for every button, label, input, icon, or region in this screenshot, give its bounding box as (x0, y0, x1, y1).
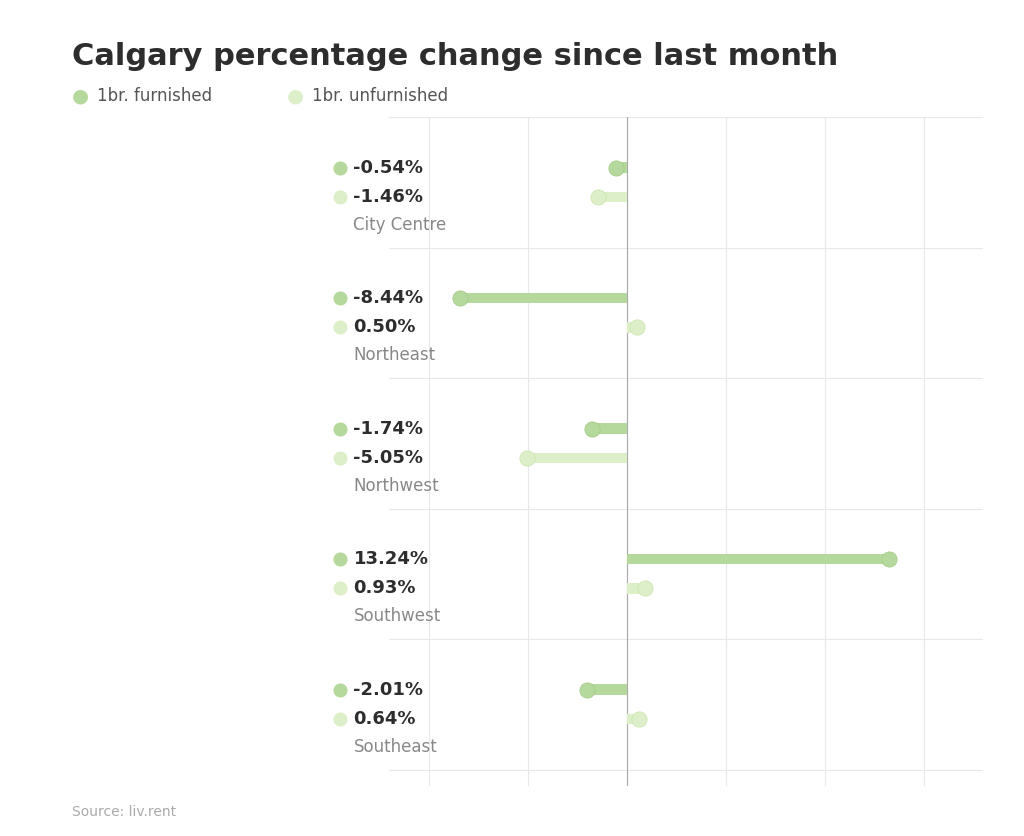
Point (590, 191, 606, 204)
Bar (460, 293, 627, 303)
Text: -1.46%: -1.46% (353, 188, 424, 206)
Bar (627, 714, 639, 724)
Text: -0.54%: -0.54% (353, 159, 424, 176)
Text: City Centre: City Centre (353, 216, 446, 234)
Point (518, 451, 535, 465)
Point (452, 292, 468, 305)
Text: ●: ● (72, 87, 89, 105)
Text: Northwest: Northwest (353, 477, 439, 495)
Bar (627, 584, 645, 594)
Point (332, 191, 348, 204)
Bar (592, 423, 627, 434)
Point (332, 683, 348, 696)
Text: -5.05%: -5.05% (353, 449, 424, 467)
Text: 0.50%: 0.50% (353, 319, 416, 336)
Bar (627, 322, 637, 333)
Bar (598, 191, 627, 202)
Text: 0.93%: 0.93% (353, 579, 416, 598)
Bar (526, 452, 627, 463)
Bar (587, 685, 627, 695)
Text: Source: liv.rent: Source: liv.rent (72, 805, 176, 819)
Point (332, 451, 348, 465)
Text: -2.01%: -2.01% (353, 681, 424, 699)
Point (579, 683, 595, 696)
Text: ●: ● (287, 87, 304, 105)
Point (637, 582, 653, 595)
Text: 13.24%: 13.24% (353, 550, 428, 568)
Bar (616, 162, 627, 173)
Text: Southwest: Southwest (353, 607, 440, 625)
Text: Southeast: Southeast (353, 737, 437, 756)
Point (881, 553, 897, 566)
Text: Calgary percentage change since last month: Calgary percentage change since last mon… (72, 42, 838, 71)
Point (631, 712, 647, 726)
Point (332, 553, 348, 566)
Bar (627, 553, 889, 564)
Point (332, 712, 348, 726)
Text: 1br. unfurnished: 1br. unfurnished (312, 87, 449, 105)
Text: Northeast: Northeast (353, 346, 435, 364)
Point (584, 422, 600, 436)
Text: 1br. furnished: 1br. furnished (97, 87, 212, 105)
Text: -8.44%: -8.44% (353, 289, 424, 307)
Point (629, 321, 645, 334)
Point (332, 161, 348, 174)
Point (332, 422, 348, 436)
Text: 0.64%: 0.64% (353, 710, 416, 728)
Point (332, 321, 348, 334)
Text: -1.74%: -1.74% (353, 420, 424, 437)
Point (608, 161, 625, 174)
Point (332, 582, 348, 595)
Point (332, 292, 348, 305)
